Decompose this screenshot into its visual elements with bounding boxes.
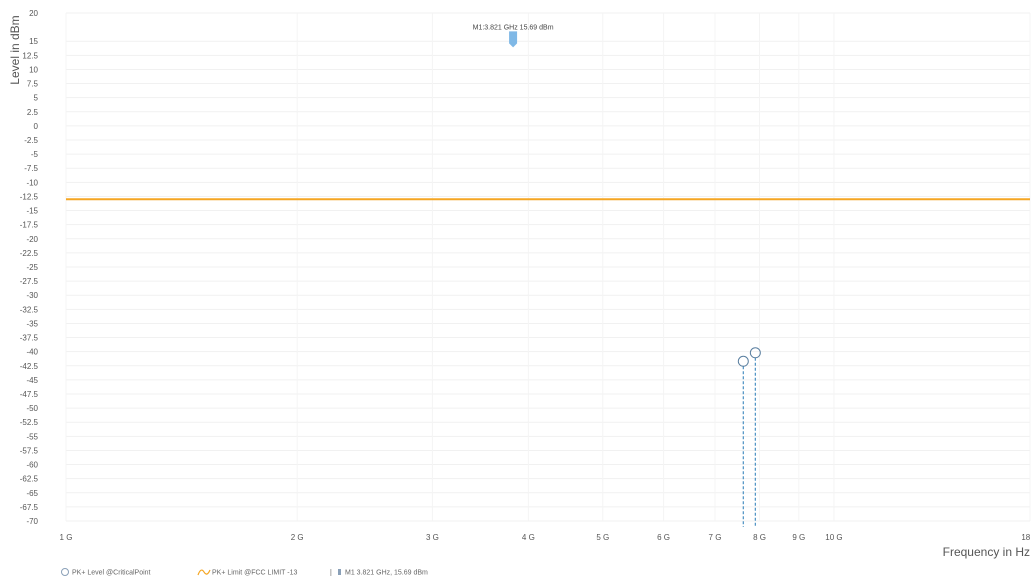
- critical-point: [749, 347, 761, 359]
- y-tick-label: -50: [26, 404, 38, 413]
- grid-layer: [65, 12, 1031, 522]
- x-axis-title: Frequency in Hz: [943, 545, 1030, 559]
- critical-point-layer: [737, 347, 761, 527]
- y-tick-label: -67.5: [20, 503, 39, 512]
- x-axis-ticks: 1 G 2 G 3 G 4 G 5 G 6 G 7 G 8 G 9 G 10 G 18 G: [60, 533, 1032, 542]
- legend-separator: |: [330, 570, 332, 577]
- legend-limit-label: PK+ Limit @FCC LIMIT -13: [212, 570, 297, 577]
- y-tick-label: 7.5: [27, 80, 39, 89]
- y-tick-label: 10: [29, 65, 38, 74]
- y-tick-label: 20: [29, 9, 38, 18]
- x-tick-label: 10 G: [825, 533, 842, 542]
- y-tick-label: -45: [26, 376, 38, 385]
- y-tick-label: -30: [26, 291, 38, 300]
- y-tick-label: -70: [26, 517, 38, 526]
- y-tick-label: -27.5: [20, 277, 39, 286]
- y-axis-title: Level in dBm: [8, 15, 22, 84]
- y-tick-label: -55: [26, 432, 38, 441]
- legend-marker-label: M1 3.821 GHz, 15.69 dBm: [345, 570, 428, 577]
- legend: PK+ Level @CriticalPoint PK+ Limit @FCC …: [61, 568, 428, 577]
- x-tick-label: 6 G: [657, 533, 670, 542]
- x-tick-label: 18 G: [1021, 533, 1032, 542]
- y-tick-label: -15: [26, 207, 38, 216]
- y-tick-label: 5: [34, 94, 39, 103]
- marker-layer: M1:3.821 GHz 15.69 dBm: [473, 24, 554, 48]
- y-tick-label: -10: [26, 178, 38, 187]
- critical-point: [737, 355, 749, 367]
- x-tick-label: 5 G: [596, 533, 609, 542]
- y-tick-label: -12.5: [20, 192, 39, 201]
- y-tick-label: -37.5: [20, 334, 39, 343]
- legend-critical-point-label: PK+ Level @CriticalPoint: [72, 570, 151, 577]
- x-tick-label: 7 G: [709, 533, 722, 542]
- y-tick-label: -20: [26, 235, 38, 244]
- y-tick-label: 0: [34, 122, 39, 131]
- y-tick-label: 2.5: [27, 108, 39, 117]
- y-tick-label: -42.5: [20, 362, 39, 371]
- legend-marker-icon: [338, 569, 341, 575]
- y-tick-label: -47.5: [20, 390, 39, 399]
- legend-limit-icon: [197, 569, 211, 576]
- x-tick-label: 2 G: [291, 533, 304, 542]
- y-tick-label: -7.5: [24, 164, 38, 173]
- y-tick-label: -52.5: [20, 418, 39, 427]
- y-tick-label: -5: [31, 150, 39, 159]
- y-tick-label: 12.5: [22, 51, 38, 60]
- y-tick-label: -65: [26, 489, 38, 498]
- y-tick-label: -25: [26, 263, 38, 272]
- legend-critical-point-icon: [61, 568, 69, 576]
- y-tick-label: -60: [26, 461, 38, 470]
- x-tick-label: 4 G: [522, 533, 535, 542]
- marker-m1: [509, 31, 518, 48]
- y-tick-label: -17.5: [20, 221, 39, 230]
- x-tick-label: 1 G: [60, 533, 73, 542]
- y-tick-label: -35: [26, 319, 38, 328]
- y-tick-label: -57.5: [20, 446, 39, 455]
- y-axis-ticks: 20 15 12.5 10 7.5 5 2.5 0 -2.5 -5 -7.5 -10 -12.5 -15 -…: [20, 9, 39, 526]
- x-tick-label: 8 G: [753, 533, 766, 542]
- y-tick-label: -40: [26, 348, 38, 357]
- y-tick-label: -22.5: [20, 249, 39, 258]
- y-tick-label: -32.5: [20, 305, 39, 314]
- marker-m1-label: M1:3.821 GHz 15.69 dBm: [473, 24, 554, 31]
- x-tick-label: 9 G: [792, 533, 805, 542]
- y-tick-label: -2.5: [24, 136, 38, 145]
- x-tick-label: 3 G: [426, 533, 439, 542]
- y-tick-label: -62.5: [20, 475, 39, 484]
- y-tick-label: 15: [29, 37, 38, 46]
